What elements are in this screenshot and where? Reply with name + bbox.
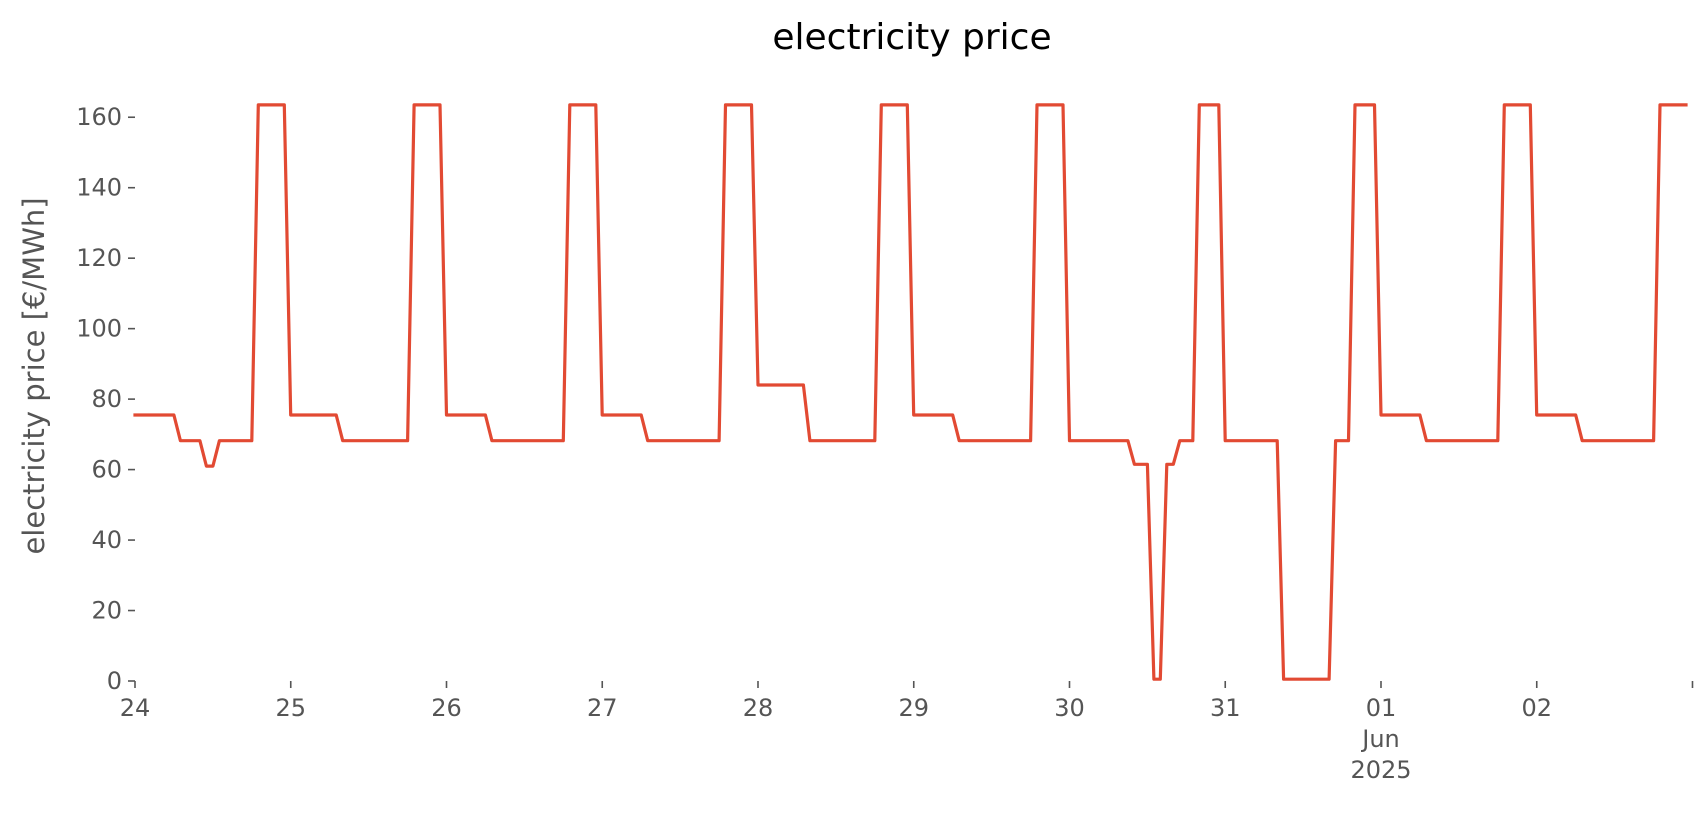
x-tick-label: Jun bbox=[1360, 725, 1400, 753]
y-tick-label: 100 bbox=[76, 315, 122, 343]
series-line bbox=[133, 103, 1688, 681]
y-tick-label: 20 bbox=[91, 597, 122, 625]
y-axis-label: electricity price [€/MWh] bbox=[17, 197, 51, 554]
chart-title: electricity price bbox=[772, 17, 1051, 58]
x-tick-label: 02 bbox=[1521, 694, 1552, 722]
x-tick-label: 25 bbox=[275, 694, 306, 722]
x-tick-label: 2025 bbox=[1350, 756, 1411, 784]
x-tick-label: 27 bbox=[587, 694, 618, 722]
x-tick-label: 29 bbox=[898, 694, 929, 722]
x-tick-label: 30 bbox=[1054, 694, 1085, 722]
x-tick-label: 24 bbox=[120, 694, 151, 722]
y-tick-label: 160 bbox=[76, 103, 122, 131]
x-tick-label: 28 bbox=[743, 694, 774, 722]
x-tick-label: 31 bbox=[1210, 694, 1241, 722]
y-tick-label: 80 bbox=[91, 385, 122, 413]
y-tick-label: 140 bbox=[76, 174, 122, 202]
y-tick-label: 60 bbox=[91, 456, 122, 484]
y-tick-label: 0 bbox=[107, 667, 122, 695]
x-tick-label: 01 bbox=[1366, 694, 1397, 722]
x-tick-label: 26 bbox=[431, 694, 462, 722]
x-axis: 24 25 26 27 28 29 30 31 01 Jun 2025 02 bbox=[120, 681, 1694, 784]
y-tick-label: 120 bbox=[76, 244, 122, 272]
plot-area bbox=[133, 103, 1688, 681]
y-axis: 0 20 40 60 80 100 120 140 160 bbox=[76, 103, 135, 695]
y-tick-label: 40 bbox=[91, 526, 122, 554]
